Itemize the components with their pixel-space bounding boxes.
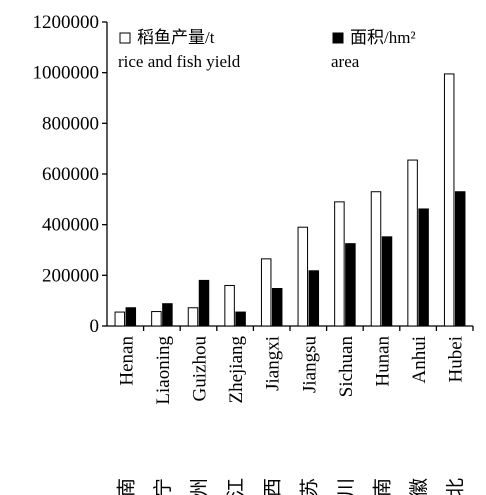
x-category-label-en: Henan bbox=[116, 336, 137, 386]
bar-yield-guizhou bbox=[187, 307, 199, 327]
x-category-label-en: Jiangsu bbox=[299, 336, 320, 394]
bar-yield-jiangsu bbox=[297, 226, 309, 327]
x-category-label-en: Anhui bbox=[409, 336, 430, 384]
x-category-label-zh: 湖北 bbox=[445, 478, 467, 495]
bar-yield-anhui bbox=[407, 159, 418, 327]
x-category-label-zh: 江苏 bbox=[298, 478, 320, 495]
legend-label: 面积/hm² bbox=[350, 28, 416, 47]
y-tick-label: 1200000 bbox=[33, 12, 100, 33]
x-axis-labels: Henan 河南 Liaoning 辽宁 Guizhou 贵州 Zhejiang 浙江 Jian… bbox=[115, 326, 474, 495]
y-tick-label: 800000 bbox=[42, 113, 99, 134]
x-category-label-en: Zhejiang bbox=[226, 336, 247, 404]
bar-yield-hubei bbox=[443, 73, 455, 327]
bars bbox=[114, 73, 466, 327]
y-axis-ticks: 0 200000 400000 600000 800000 1000000 1200000 bbox=[33, 12, 107, 337]
legend-label: 稻鱼产量/t bbox=[137, 28, 215, 47]
bar-area-zhejiang bbox=[235, 311, 246, 327]
bar-area-jiangxi bbox=[271, 288, 283, 327]
x-category-label-zh: 浙江 bbox=[225, 478, 247, 495]
legend-swatch-area bbox=[332, 32, 344, 44]
x-category-label-en: Sichuan bbox=[336, 336, 357, 398]
bar-yield-jiangxi bbox=[260, 258, 272, 327]
x-category-label-en: Liaoning bbox=[153, 336, 174, 405]
y-tick-label: 0 bbox=[90, 316, 100, 337]
y-tick-label: 1000000 bbox=[33, 63, 100, 84]
legend-label: area bbox=[331, 52, 360, 71]
x-category-label-en: Jiangxi bbox=[263, 336, 284, 391]
y-tick-label: 200000 bbox=[42, 265, 99, 286]
bar-area-anhui bbox=[418, 208, 429, 327]
x-category-label-zh: 贵州 bbox=[189, 478, 211, 495]
bar-yield-sichuan bbox=[334, 201, 345, 327]
x-category-label-zh: 四川 bbox=[336, 478, 357, 495]
x-category-label-zh: 江西 bbox=[262, 478, 284, 495]
legend: 稻鱼产量/t rice and fish yield 面积/hm² area bbox=[118, 28, 416, 71]
legend-label: rice and fish yield bbox=[118, 52, 241, 71]
bar-area-sichuan bbox=[345, 243, 356, 327]
bar-yield-henan bbox=[114, 311, 126, 327]
bar-area-jiangsu bbox=[308, 270, 320, 327]
bar-area-guizhou bbox=[198, 279, 210, 327]
y-tick-label: 400000 bbox=[42, 215, 99, 236]
x-category-label-en: Guizhou bbox=[190, 336, 211, 402]
bar-yield-liaoning bbox=[151, 311, 162, 327]
x-category-label-zh: 湖南 bbox=[372, 478, 394, 495]
bar-area-liaoning bbox=[162, 303, 173, 327]
x-category-label-zh: 河南 bbox=[115, 478, 137, 495]
legend-swatch-yield bbox=[119, 32, 131, 44]
bar-area-hubei bbox=[454, 191, 466, 327]
x-category-label-zh: 辽宁 bbox=[152, 478, 174, 495]
bar-yield-zhejiang bbox=[224, 284, 235, 327]
x-category-label-en: Hunan bbox=[373, 336, 394, 387]
bar-area-hunan bbox=[381, 236, 393, 327]
y-tick-label: 600000 bbox=[42, 164, 99, 185]
bar-yield-hunan bbox=[370, 191, 382, 327]
bar-area-henan bbox=[125, 307, 137, 327]
x-category-label-zh: 安徽 bbox=[408, 478, 430, 495]
x-category-label-en: Hubei bbox=[446, 336, 467, 382]
